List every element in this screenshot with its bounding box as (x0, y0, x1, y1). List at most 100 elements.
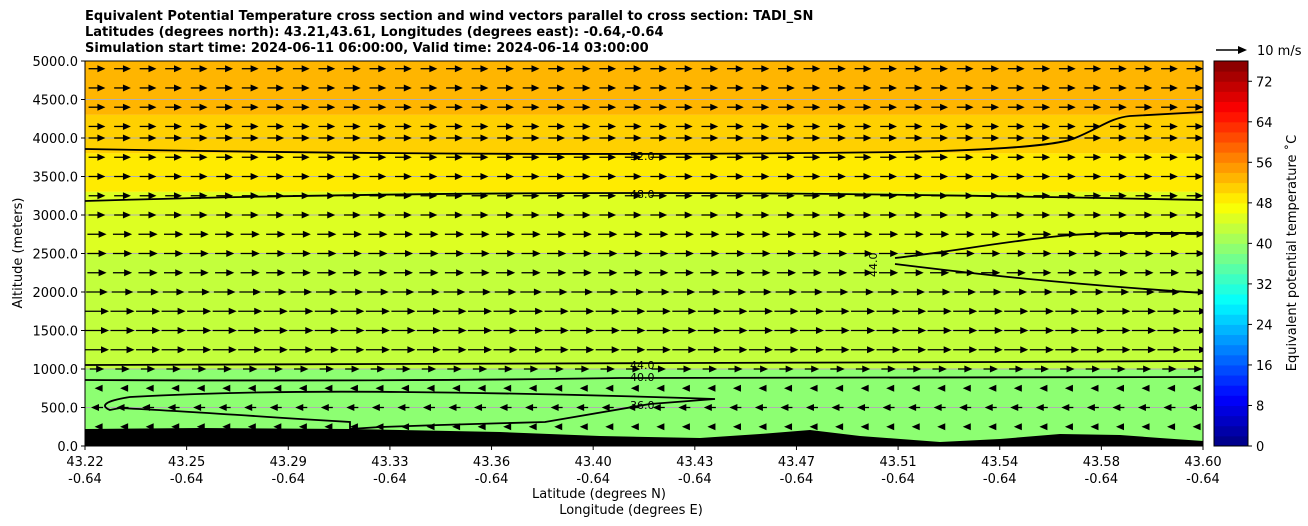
wind-arrow-head (685, 269, 694, 277)
wind-arrow (809, 423, 818, 431)
wind-arrow (544, 327, 569, 334)
wind-arrow-head (1016, 122, 1025, 130)
wind-arrow (1109, 122, 1127, 130)
wind-arrow (903, 288, 925, 296)
wind-arrow-head (583, 230, 592, 238)
wind-arrow (675, 192, 693, 200)
wind-arrow-head (1095, 288, 1104, 296)
colorbar-level (1214, 253, 1248, 265)
wind-arrow (114, 192, 131, 200)
wind-arrow (1136, 365, 1152, 373)
wind-arrow-head (1122, 307, 1131, 315)
wind-arrow (349, 423, 358, 431)
wind-arrow (212, 346, 237, 354)
wind-arrow-head (940, 84, 949, 92)
wind-arrow (267, 103, 285, 111)
wind-arrow (774, 307, 799, 315)
wind-arrow-head (1117, 365, 1126, 373)
wind-arrow (365, 307, 390, 315)
wind-arrow (699, 288, 721, 296)
wind-arrow-head (1144, 211, 1153, 219)
wind-arrow-head (1093, 192, 1102, 200)
wind-arrow (647, 288, 670, 296)
wind-arrow (1167, 423, 1176, 431)
wind-arrow (778, 134, 795, 142)
wind-arrow (391, 307, 416, 315)
wind-arrow-head (484, 327, 493, 334)
wind-arrow-head (378, 103, 387, 111)
wind-arrow-head (429, 153, 438, 161)
wind-arrow (700, 230, 720, 238)
wind-arrow-head (326, 365, 335, 373)
wind-arrow (471, 65, 489, 73)
wind-arrow-head (657, 365, 666, 373)
colorbar-level (1214, 192, 1248, 204)
wind-arrow-head (122, 122, 131, 130)
wind-arrow-head (97, 122, 106, 130)
wind-arrow (217, 365, 232, 373)
wind-arrow (1161, 153, 1178, 161)
wind-arrow-head (940, 211, 949, 219)
wind-arrow-head (171, 384, 180, 392)
wind-arrow-head (582, 65, 591, 73)
wind-arrow-head (122, 103, 131, 111)
wind-arrow (215, 230, 235, 238)
wind-arrow (1192, 423, 1201, 431)
wind-arrow (675, 103, 693, 111)
colorbar-level (1214, 142, 1248, 153)
wind-arrow (981, 269, 1001, 277)
wind-arrow-head (1016, 192, 1025, 200)
wind-arrow-head (662, 346, 671, 354)
wind-arrow (138, 269, 158, 277)
wind-arrow (956, 134, 974, 142)
wind-arrow (139, 84, 157, 92)
wind-arrow (827, 269, 848, 277)
wind-arrow-head (637, 307, 646, 315)
wind-arrow (549, 365, 564, 373)
wind-arrow-head (735, 211, 744, 219)
wind-arrow (369, 84, 387, 92)
wind-arrow-head (301, 153, 310, 161)
wind-arrow (931, 192, 949, 200)
wind-arrow (1004, 346, 1029, 354)
wind-arrow-head (812, 153, 821, 161)
wind-arrow (829, 153, 846, 161)
wind-arrow-head (250, 103, 259, 111)
wind-arrow (576, 404, 589, 411)
wind-arrow (911, 423, 920, 431)
wind-arrow-head (484, 346, 493, 354)
wind-arrow (548, 134, 566, 142)
wind-arrow-head (812, 122, 821, 130)
wind-arrow (343, 134, 361, 142)
wind-arrow-head (940, 134, 949, 142)
wind-arrow (216, 211, 234, 219)
wind-arrow (1060, 365, 1075, 373)
wind-arrow (1185, 250, 1203, 257)
wind-arrow (1090, 384, 1099, 392)
wind-arrow-head (378, 211, 387, 219)
wind-arrow (702, 365, 718, 373)
wind-arrow (1189, 404, 1201, 411)
wind-arrow-head (1039, 423, 1048, 431)
wind-arrow-head (888, 153, 897, 161)
contour-44-lower (894, 263, 1203, 294)
wind-arrow (343, 153, 361, 161)
wind-arrow-head (531, 211, 540, 219)
wind-arrow (854, 211, 872, 219)
wind-arrow-head (148, 173, 157, 180)
wind-arrow-head (608, 192, 617, 200)
wind-arrow (446, 84, 463, 92)
wind-arrow-head (1195, 65, 1203, 73)
wind-arrow-head (636, 288, 645, 296)
wind-arrow-head (533, 288, 542, 296)
wind-arrow (545, 288, 568, 296)
wind-arrow (1135, 65, 1153, 73)
wind-arrow-head (253, 288, 262, 296)
wind-arrow (1108, 250, 1128, 257)
wind-arrow (493, 327, 518, 334)
wind-arrow-head (301, 122, 310, 130)
wind-arrow-head (276, 65, 285, 73)
wind-arrow-head (1145, 230, 1154, 238)
wind-arrow (1134, 269, 1154, 277)
wind-arrow (114, 134, 131, 142)
